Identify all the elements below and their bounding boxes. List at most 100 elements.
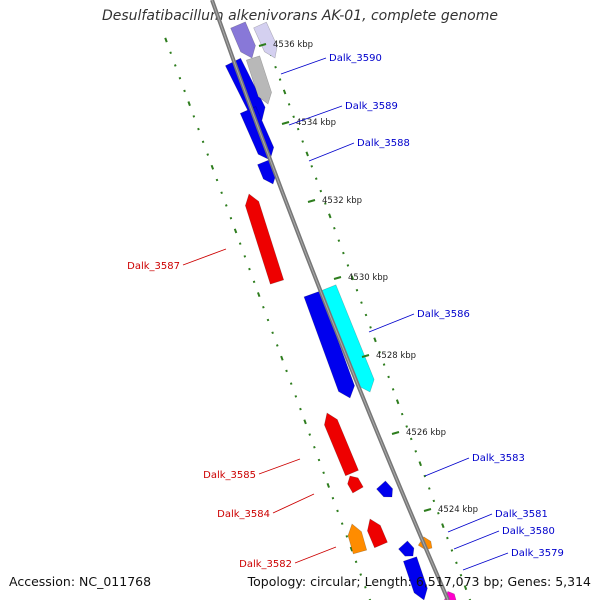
guide-dot [294, 395, 298, 398]
guide-dot [342, 251, 345, 255]
guide-dot [450, 549, 454, 552]
guide-dot [423, 474, 427, 478]
guide-dot [333, 226, 336, 230]
gene-leader-line [258, 458, 301, 475]
gene-label-dalk-3584: Dalk_3584 [217, 509, 270, 520]
guide-dot [463, 585, 468, 591]
guide-dot [468, 598, 472, 600]
gene-label-dalk-3585: Dalk_3585 [203, 470, 256, 481]
guide-dot [314, 177, 318, 180]
backbone-highlight [211, 0, 449, 600]
gene-leader-line [453, 530, 500, 550]
guide-dot [336, 509, 339, 513]
guide-dot [313, 445, 316, 449]
kbp-tick-mark [281, 121, 290, 125]
kbp-tick-label: 4524 kbp [438, 505, 478, 515]
guide-dot [414, 450, 418, 453]
feature-dalk-3586 [303, 290, 355, 399]
guide-dot [303, 419, 307, 425]
topology-text: Topology: circular; Length: 6,517,073 bp… [247, 574, 591, 589]
guide-dot [373, 337, 377, 343]
gene-labels: Dalk_3590 Dalk_3589 Dalk_3588 Dalk_3587 Dalk… [127, 53, 564, 571]
guide-dot [178, 76, 182, 80]
guide-dot [192, 115, 196, 118]
kbp-tick-label: 4530 kbp [348, 273, 388, 283]
feature-dalk-3581 [398, 540, 415, 557]
gene-label-dalk-3583: Dalk_3583 [472, 453, 525, 464]
kbp-tick-label: 4532 kbp [322, 196, 362, 206]
guide-dot [285, 369, 288, 373]
guide-dot [238, 242, 242, 245]
guide-dot [317, 458, 321, 462]
guide-dot [418, 461, 422, 467]
guide-dot [441, 523, 445, 529]
guide-dot [405, 425, 408, 428]
guide-dot [359, 573, 363, 576]
guide-dot [395, 399, 400, 405]
guide-dot [206, 153, 210, 156]
gene-leader-line [294, 546, 337, 564]
guide-dot [257, 292, 261, 298]
kbp-tick-label: 4526 kbp [406, 428, 446, 438]
guide-dot [350, 275, 355, 281]
guide-dot [301, 140, 304, 143]
gene-leader-line [368, 313, 415, 333]
gene-label-dalk-3588: Dalk_3588 [357, 138, 410, 149]
guide-dot [349, 546, 354, 552]
kbp-tick-mark [391, 431, 400, 435]
accession-text: Accession: NC_011768 [9, 574, 152, 589]
guide-dot [378, 350, 381, 354]
guide-dot [164, 37, 168, 43]
guide-dot [233, 228, 238, 234]
guide-dot [169, 51, 172, 55]
gene-label-dalk-3590: Dalk_3590 [329, 53, 382, 64]
guide-dot [340, 522, 344, 525]
guide-dot [368, 598, 372, 600]
guide-dot [428, 487, 431, 490]
guide-dot [278, 78, 282, 81]
guide-dot [326, 482, 330, 488]
feature-dalk-3580 [402, 556, 428, 600]
gene-label-dalk-3579: Dalk_3579 [511, 548, 564, 559]
dotted-guides [164, 27, 472, 600]
feature-grey [245, 55, 272, 105]
gene-label-dalk-3589: Dalk_3589 [345, 101, 398, 112]
guide-dot [310, 165, 314, 168]
guide-dot [224, 204, 228, 207]
guide-dot [382, 363, 386, 366]
guide-dot [197, 127, 200, 131]
guide-dot [355, 288, 359, 292]
guide-dot [324, 202, 327, 205]
gene-leader-line [462, 552, 509, 571]
guide-dot [280, 355, 284, 361]
gene-label-dalk-3580: Dalk_3580 [502, 526, 555, 537]
guide-dot [305, 151, 309, 157]
kbp-tick-label: 4536 kbp [273, 40, 313, 50]
guide-dot [346, 264, 350, 267]
guide-dot [275, 344, 279, 347]
feature-dalk-3587 [245, 193, 285, 285]
kbp-tick-mark [333, 276, 342, 280]
gene-label-dalk-3581: Dalk_3581 [495, 509, 548, 520]
gene-label-dalk-3582: Dalk_3582 [239, 559, 292, 570]
guide-dot [271, 331, 274, 335]
guide-dot [299, 407, 302, 411]
feature-lavender-light [253, 21, 278, 59]
guide-dot [287, 103, 291, 106]
guide-dot [252, 280, 256, 284]
guide-dot [455, 561, 458, 565]
gene-leader-line [182, 248, 227, 266]
guide-dot [296, 127, 300, 131]
guide-dot [201, 140, 205, 144]
feature-lavender [230, 21, 256, 59]
gene-leader-line [272, 493, 315, 514]
guide-dot [229, 216, 233, 220]
gene-leader-line [424, 457, 470, 477]
guide-dot [319, 189, 323, 193]
kbp-tick-mark [307, 199, 316, 203]
kbp-tick-mark [361, 354, 370, 358]
guide-dot [437, 511, 440, 515]
kbp-tick-mark [423, 508, 432, 512]
gene-label-dalk-3587: Dalk_3587 [127, 261, 180, 272]
